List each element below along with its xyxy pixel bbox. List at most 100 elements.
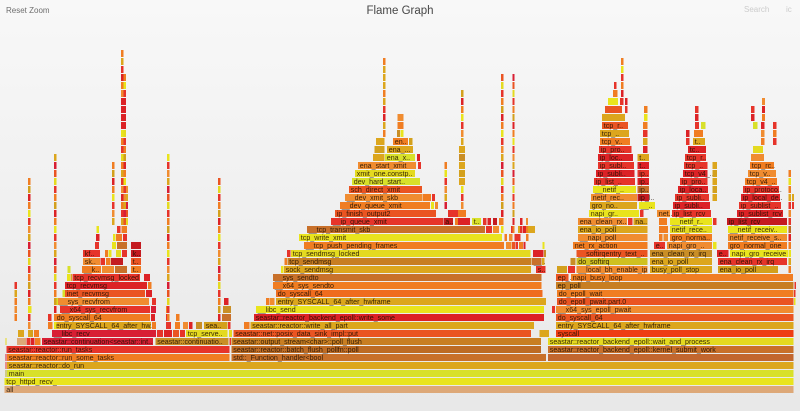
- svg-text:std::_Function_handler<bool: std::_Function_handler<bool: [233, 354, 323, 362]
- svg-text:ip_subl..: ip_subl..: [600, 162, 626, 170]
- svg-text:ip_list_rcv: ip_list_rcv: [729, 218, 761, 226]
- svg-text:seastar::reactor_backend_epoll: seastar::reactor_backend_epoll::kernel_s…: [550, 346, 716, 354]
- svg-text:ep_..: ep_..: [558, 274, 574, 282]
- svg-text:tcp_write_xmit: tcp_write_xmit: [301, 234, 346, 242]
- svg-text:tcp_..: tcp_..: [686, 162, 703, 170]
- svg-text:sea..: sea..: [206, 322, 221, 330]
- svg-text:seastar::reactor::batch_flush_: seastar::reactor::batch_flush_pollfn::po…: [233, 346, 359, 354]
- svg-text:ena_x..: ena_x..: [387, 154, 410, 162]
- svg-text:netif_receive_s..: netif_receive_s..: [730, 234, 782, 242]
- svg-text:t..: t..: [133, 258, 139, 266]
- svg-text:net..: net..: [659, 210, 673, 218]
- svg-text:t..: t..: [133, 266, 139, 274]
- svg-text:s..: s..: [538, 266, 546, 274]
- svg-text:ena_start_xmit: ena_start_xmit: [360, 162, 407, 170]
- svg-text:__netif_receiv..: __netif_receiv..: [729, 226, 778, 234]
- svg-text:__x64_sys_recvfrom: __x64_sys_recvfrom: [61, 306, 128, 314]
- svg-text:en..: en..: [395, 138, 407, 146]
- svg-text:tcp_sendmsg_locked: tcp_sendmsg_locked: [293, 250, 360, 258]
- svg-text:__x64_sys_sendto: __x64_sys_sendto: [274, 282, 334, 290]
- svg-text:__libc_send: __libc_send: [257, 306, 296, 314]
- svg-text:__local_bh_enable_ip: __local_bh_enable_ip: [577, 266, 647, 274]
- svg-text:inet_recvmsg: inet_recvmsg: [67, 290, 109, 298]
- svg-text:ip_subli..: ip_subli..: [675, 202, 703, 210]
- svg-text:__netif_..: __netif_..: [594, 186, 624, 194]
- svg-text:ena_io_poll: ena_io_poll: [652, 258, 689, 266]
- svg-text:__napi_poll: __napi_poll: [579, 234, 617, 242]
- svg-text:seastar::reactor::run_tasks: seastar::reactor::run_tasks: [8, 346, 92, 354]
- svg-text:ena_...: ena_...: [389, 146, 411, 154]
- svg-text:ip..: ip..: [639, 178, 648, 186]
- svg-text:gro_no..: gro_no..: [592, 202, 618, 210]
- svg-text:ip_pro..: ip_pro..: [682, 178, 706, 186]
- svg-text:seastar::continuatio..: seastar::continuatio..: [157, 338, 222, 346]
- svg-text:Flame Graph: Flame Graph: [366, 5, 433, 17]
- svg-text:__x64_sys_epoll_pwait: __x64_sys_epoll_pwait: [557, 306, 631, 314]
- svg-text:Reset Zoom: Reset Zoom: [6, 6, 50, 15]
- svg-text:gro_normal_one: gro_normal_one: [730, 242, 782, 250]
- svg-text:do_syscall_64: do_syscall_64: [57, 314, 102, 322]
- svg-text:tcp_v..: tcp_v..: [750, 170, 770, 178]
- svg-text:ip_sublist_rcv: ip_sublist_rcv: [739, 210, 782, 218]
- svg-text:ic: ic: [786, 5, 792, 14]
- svg-text:__tcp_transmit_skb: __tcp_transmit_skb: [308, 226, 371, 234]
- svg-text:__..: __..: [533, 258, 546, 266]
- svg-text:ip..: ip..: [639, 186, 648, 194]
- svg-text:t..: t..: [474, 218, 480, 226]
- svg-text:na..: na..: [635, 218, 647, 226]
- svg-text:seastar::reactor_backend_epoll: seastar::reactor_backend_epoll::wait_and…: [550, 338, 711, 346]
- svg-text:do_syscall_64: do_syscall_64: [278, 290, 323, 298]
- svg-text:__netif_r..: __netif_r..: [671, 218, 703, 226]
- svg-text:tcp_sendmsg: tcp_sendmsg: [289, 258, 331, 266]
- svg-text:sk..: sk..: [85, 258, 96, 266]
- svg-text:seastar::reactor_backend_epoll: seastar::reactor_backend_epoll::write_so…: [256, 314, 395, 322]
- svg-text:ip_subli..: ip_subli..: [677, 194, 705, 202]
- svg-text:netif_rec..: netif_rec..: [593, 194, 624, 202]
- svg-text:t..: t..: [639, 154, 645, 162]
- svg-text:e..: e..: [656, 242, 664, 250]
- svg-text:tcp_rc..: tcp_rc..: [752, 162, 775, 170]
- svg-text:ip_l..: ip_l..: [639, 194, 654, 202]
- svg-text:ena_clean_rx..: ena_clean_rx..: [580, 218, 627, 226]
- svg-text:netif_rece..: netif_rece..: [672, 226, 707, 234]
- svg-text:do_syscall_64: do_syscall_64: [558, 314, 603, 322]
- svg-text:gro_norma..: gro_norma..: [672, 234, 710, 242]
- svg-text:__..: __..: [640, 202, 653, 210]
- svg-text:tcp_v..: tcp_v..: [602, 138, 622, 146]
- svg-text:__ip_queue_xmit: __ip_queue_xmit: [332, 218, 387, 226]
- svg-text:all: all: [6, 386, 14, 394]
- svg-text:napi_gr..: napi_gr..: [591, 210, 618, 218]
- svg-text:tcp_r..: tcp_r..: [687, 154, 706, 162]
- svg-text:seastar::output_stream<char>::: seastar::output_stream<char>::poll_flush: [233, 338, 362, 346]
- svg-text:ip_local_de..: ip_local_de..: [743, 194, 783, 202]
- svg-text:kf..: kf..: [85, 250, 94, 258]
- svg-text:t..: t..: [695, 138, 701, 146]
- svg-text:seastar::reactor::write_all_pa: seastar::reactor::write_all_part: [252, 322, 347, 330]
- svg-text:ena_io_poll: ena_io_poll: [580, 226, 617, 234]
- svg-text:xmit_one.constp..: xmit_one.constp..: [357, 170, 413, 178]
- svg-text:ip_finish_output2: ip_finish_output2: [337, 210, 391, 218]
- svg-text:__dev_xmit_skb: __dev_xmit_skb: [346, 194, 398, 202]
- svg-text:sch_direct_xmit: sch_direct_xmit: [351, 186, 400, 194]
- svg-text:tcp_r..: tcp_r..: [604, 122, 623, 130]
- svg-text:napi_gro_..: napi_gro_..: [669, 242, 705, 250]
- svg-text:__sys_recvfrom: __sys_recvfrom: [59, 298, 110, 306]
- svg-text:tc..: tc..: [690, 146, 699, 154]
- svg-text:ena_io_poll: ena_io_poll: [720, 266, 757, 274]
- svg-text:a..: a..: [445, 218, 453, 226]
- svg-text:entry_SYSCALL_64_after_hw..: entry_SYSCALL_64_after_hw..: [56, 322, 154, 330]
- svg-text:e..: e..: [719, 250, 727, 258]
- svg-text:ip..: ip..: [639, 170, 648, 178]
- svg-text:ip_subli..: ip_subli..: [598, 170, 626, 178]
- svg-text:tcp_recvmsg_locked: tcp_recvmsg_locked: [74, 274, 139, 282]
- svg-text:t..: t..: [639, 162, 645, 170]
- svg-text:k..: k..: [133, 250, 141, 258]
- svg-text:net_rx_action: net_rx_action: [575, 242, 618, 250]
- svg-text:ip_list_rcv: ip_list_rcv: [674, 210, 706, 218]
- svg-text:tcp_recvmsg: tcp_recvmsg: [67, 282, 107, 290]
- svg-text:__k..: __k..: [83, 266, 99, 274]
- svg-text:ip_list_..: ip_list_..: [596, 178, 622, 186]
- svg-text:entry_SYSCALL_64_after_hwframe: entry_SYSCALL_64_after_hwframe: [558, 322, 671, 330]
- svg-text:__softirqentry_text_..: __softirqentry_text_..: [577, 250, 644, 258]
- svg-text:tcp_serve..: tcp_serve..: [188, 330, 223, 338]
